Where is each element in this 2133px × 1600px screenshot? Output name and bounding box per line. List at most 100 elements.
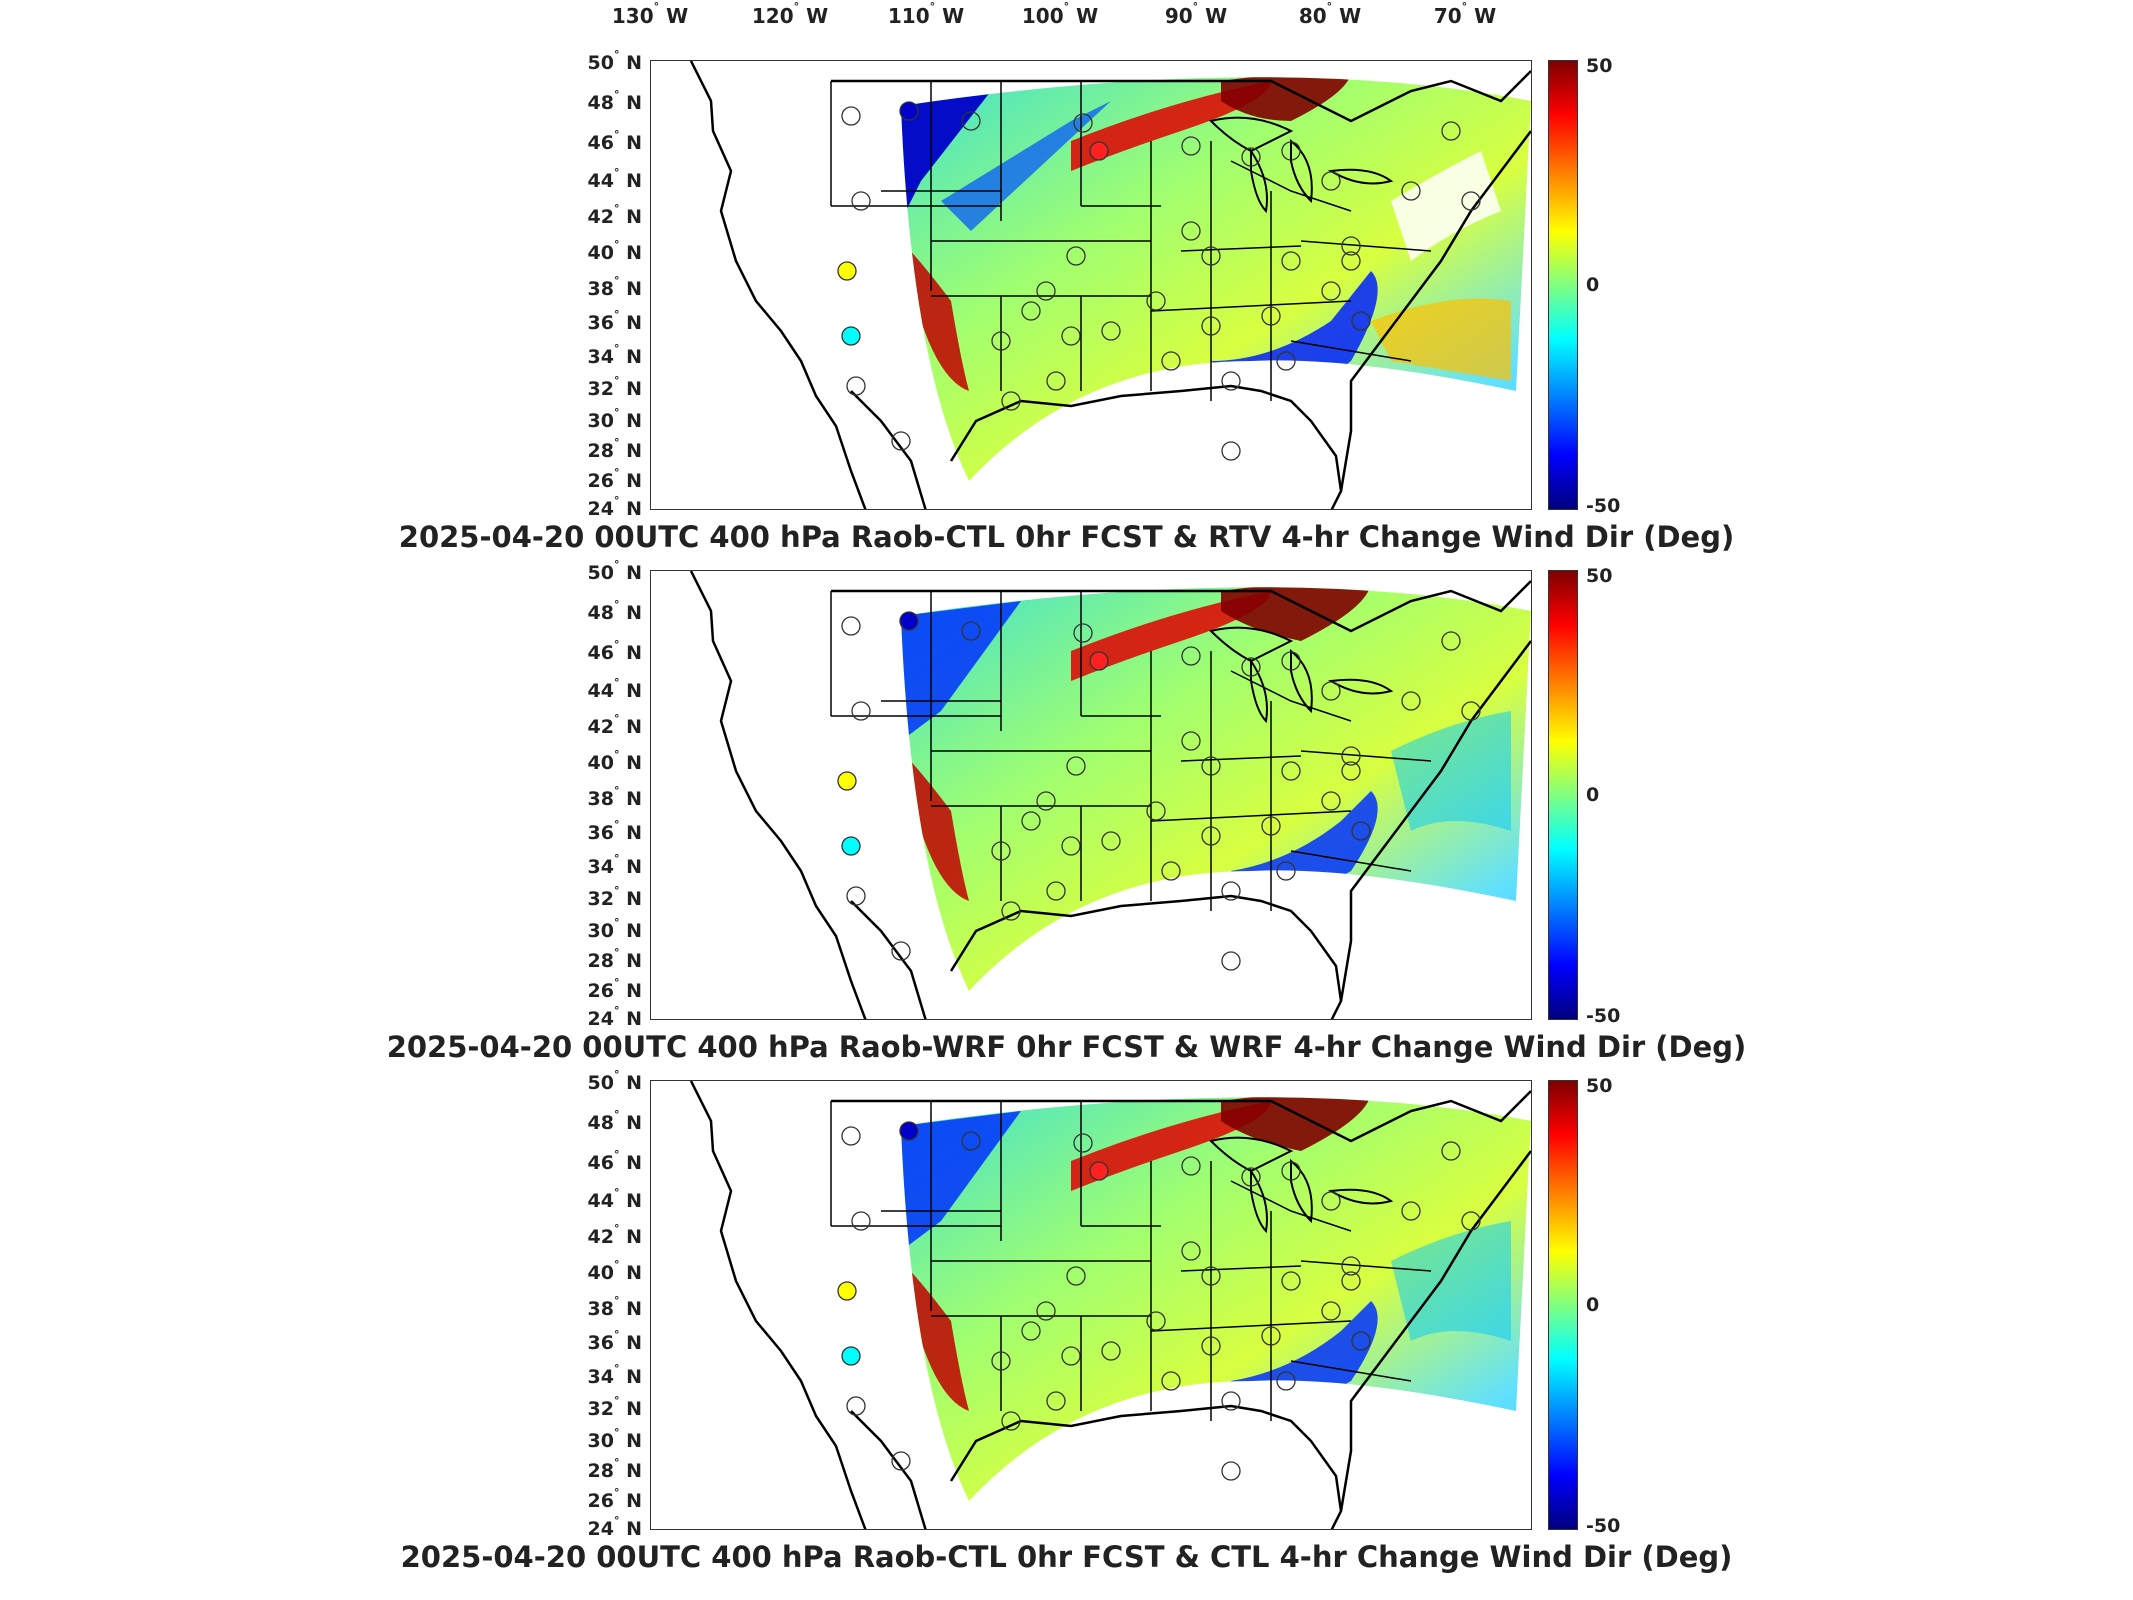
colorbar-min-label: -50 <box>1586 1005 1621 1027</box>
raob-station-marker <box>1351 821 1371 841</box>
anomaly-region <box>1231 791 1378 894</box>
raob-station-marker <box>837 771 857 791</box>
map-boundaries <box>689 571 1531 1019</box>
raob-station-marker <box>991 331 1011 351</box>
longitude-label: 120° W <box>751 0 829 28</box>
raob-station-marker <box>899 611 919 631</box>
raob-station-marker <box>1201 246 1221 266</box>
raob-station-marker <box>1161 351 1181 371</box>
raob-station-marker <box>1021 811 1041 831</box>
raob-station-marker <box>1161 1371 1181 1391</box>
raob-station-marker <box>1341 1256 1361 1276</box>
anomaly-region <box>1231 1301 1378 1404</box>
anomaly-region <box>1071 591 1271 681</box>
anomaly-region <box>1221 1097 1371 1151</box>
model-domain-field <box>901 587 1531 991</box>
anomaly-region <box>1071 81 1271 171</box>
raob-station-marker <box>1221 1391 1241 1411</box>
anomaly-region <box>1391 151 1501 261</box>
latitude-label: 30° N <box>587 1426 642 1452</box>
longitude-label: 110° W <box>887 0 965 28</box>
longitude-label: 90° W <box>1164 0 1228 28</box>
raob-station-marker <box>1036 281 1056 301</box>
coastline <box>1339 130 1531 492</box>
latitude-label: 48° N <box>587 598 642 624</box>
raob-station-marker <box>1001 901 1021 921</box>
raob-station-marker <box>841 1126 861 1146</box>
raob-station-marker <box>1441 631 1461 651</box>
raob-station-marker <box>1281 761 1301 781</box>
state-border <box>1150 810 1352 822</box>
raob-station-marker <box>1321 681 1341 701</box>
raob-station-marker <box>846 376 866 396</box>
colorbar-mid-label: 0 <box>1586 274 1600 296</box>
state-border <box>1300 240 1432 252</box>
raob-station-marker <box>1461 701 1481 721</box>
coastline <box>949 1404 1343 1529</box>
colorbar <box>1548 60 1578 510</box>
raob-station-marker <box>1461 1211 1481 1231</box>
latitude-label: 28° N <box>587 946 642 972</box>
panel-title: 2025-04-20 00UTC 400 hPa Raob-WRF 0hr FC… <box>386 1030 1747 1064</box>
state-border <box>1150 1320 1352 1332</box>
longitude-label: 80° W <box>1298 0 1362 28</box>
map-boundaries <box>689 61 1531 509</box>
raob-station-marker <box>837 261 857 281</box>
latitude-label: 26° N <box>587 1486 642 1512</box>
map-panel-wrf: 50° N 48° N 46° N 44° N 42° N 40° N 38° N 36° N… <box>0 558 2133 1080</box>
anomaly-region <box>1391 1221 1511 1341</box>
anomaly-region <box>1071 1101 1271 1191</box>
raob-station-marker <box>961 1131 981 1151</box>
latitude-label: 44° N <box>587 676 642 702</box>
great-lakes <box>1209 116 1394 214</box>
colorbar-max-label: 50 <box>1586 55 1613 77</box>
raob-station-marker <box>1089 651 1109 671</box>
raob-station-marker <box>1241 1167 1261 1187</box>
raob-station-marker <box>1046 371 1066 391</box>
longitude-label: 70° W <box>1433 0 1497 28</box>
latitude-label: 32° N <box>587 1394 642 1420</box>
raob-station-marker <box>1241 657 1261 677</box>
state-border <box>1180 755 1302 762</box>
raob-station-marker <box>899 101 919 121</box>
latitude-label: 28° N <box>587 1456 642 1482</box>
colorbar-max-label: 50 <box>1586 1075 1613 1097</box>
latitude-label: 32° N <box>587 884 642 910</box>
coastline <box>689 61 867 509</box>
raob-station-marker <box>1441 1141 1461 1161</box>
raob-station-marker <box>1001 391 1021 411</box>
raob-station-marker <box>1281 1161 1301 1181</box>
great-lakes <box>1209 1136 1394 1234</box>
raob-station-marker <box>841 1346 861 1366</box>
raob-station-marker <box>1061 1346 1081 1366</box>
latitude-label: 38° N <box>587 274 642 300</box>
raob-station-marker <box>1146 291 1166 311</box>
raob-station-marker <box>891 941 911 961</box>
latitude-label: 34° N <box>587 1362 642 1388</box>
coastline <box>689 571 867 1019</box>
raob-station-marker <box>1201 316 1221 336</box>
raob-station-marker <box>891 431 911 451</box>
coastline <box>949 894 1343 1019</box>
raob-station-marker <box>1261 816 1281 836</box>
anomaly-region <box>941 101 1111 231</box>
raob-station-marker <box>1073 1133 1093 1153</box>
map-boundaries <box>689 1081 1531 1529</box>
raob-station-marker <box>1073 623 1093 643</box>
raob-station-marker <box>1201 756 1221 776</box>
raob-station-marker <box>846 1396 866 1416</box>
wind-direction-map <box>689 61 1531 509</box>
coastline <box>850 1410 927 1529</box>
coastline <box>850 390 927 509</box>
raob-station-marker <box>1146 801 1166 821</box>
raob-station-marker <box>1401 181 1421 201</box>
raob-station-marker <box>1281 141 1301 161</box>
raob-station-marker <box>899 1121 919 1141</box>
longitude-label: 130° W <box>611 0 689 28</box>
raob-station-marker <box>851 701 871 721</box>
latitude-label: 30° N <box>587 916 642 942</box>
colorbar-mid-label: 0 <box>1586 784 1600 806</box>
state-border <box>1300 750 1432 762</box>
state-border <box>1150 300 1352 312</box>
latitude-label: 32° N <box>587 374 642 400</box>
